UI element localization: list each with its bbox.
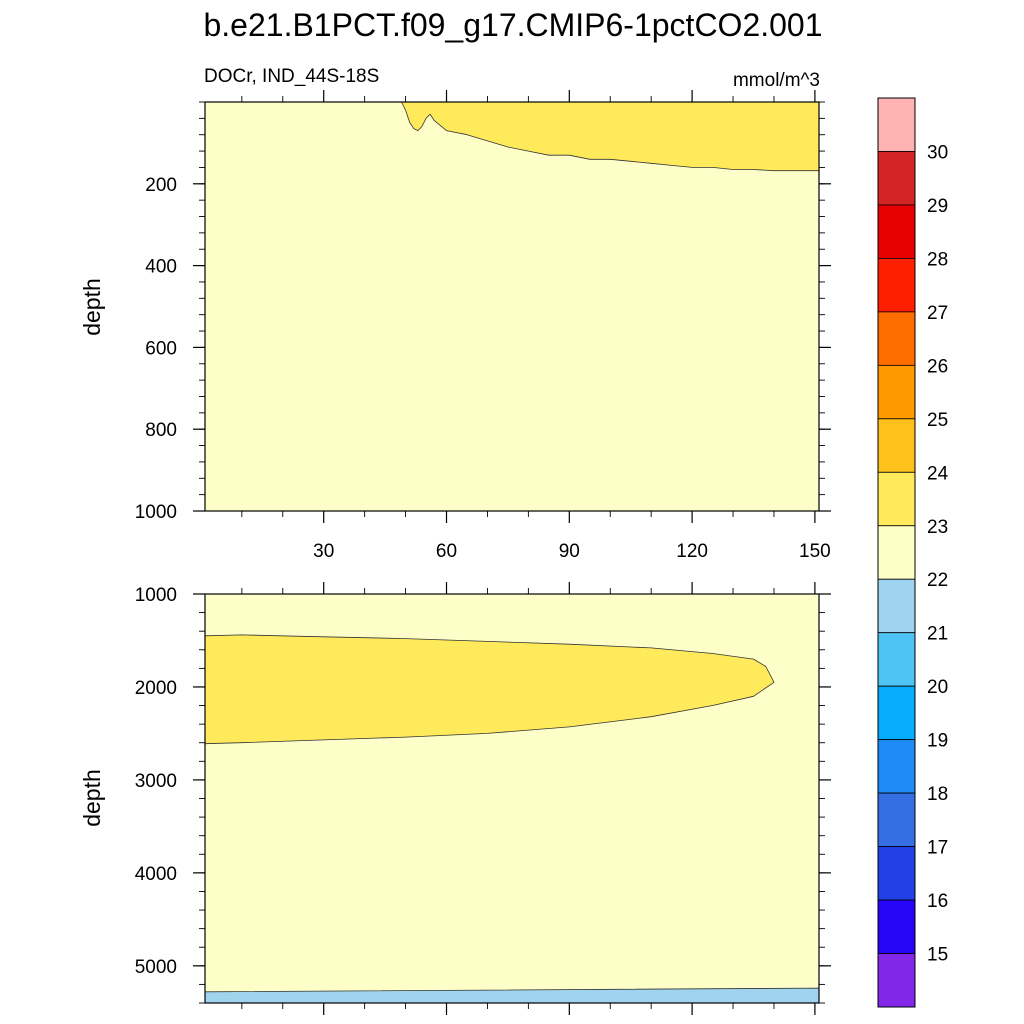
- upper-y-tick-label: 400: [145, 257, 177, 278]
- upper-panel: 200 400 600 800 1000 30 60 90 120 150: [135, 90, 831, 562]
- colorbar: 15 16 17 18 19 20 21 22 23 24 25 26 27 28 29 30: [877, 97, 949, 1008]
- colorbar-swatch: [877, 899, 916, 954]
- colorbar-swatch: [877, 258, 916, 313]
- upper-panel-background: [205, 102, 819, 511]
- lower-y-tick-label: 4000: [135, 864, 177, 885]
- colorbar-swatch: [877, 364, 916, 420]
- colorbar-swatch: [877, 204, 916, 259]
- upper-contour-region-0: [401, 101, 820, 172]
- colorbar-swatch: [877, 151, 916, 206]
- upper-y-axis-label: depth: [79, 278, 105, 336]
- lower-panel: 1000 2000 3000 4000 5000: [135, 582, 831, 1015]
- colorbar-label: 18: [927, 784, 948, 805]
- colorbar-frame: [877, 97, 916, 1008]
- colorbar-label: 30: [927, 142, 948, 163]
- upper-y-tick-label: 1000: [135, 502, 177, 523]
- colorbar-label: 28: [927, 249, 948, 270]
- upper-y-tick-label: 600: [145, 338, 177, 359]
- colorbar-label: 20: [927, 677, 948, 698]
- lower-contour-region-0: [204, 634, 775, 745]
- colorbar-label: 19: [927, 731, 948, 752]
- colorbar-label: 21: [927, 624, 948, 645]
- colorbar-label: 15: [927, 945, 948, 966]
- colorbar-swatch: [877, 525, 916, 580]
- upper-x-tick-label: 30: [313, 541, 334, 562]
- upper-x-tick-label: 60: [436, 541, 457, 562]
- colorbar-label: 24: [927, 463, 949, 484]
- colorbar-swatch: [877, 846, 916, 901]
- colorbar-swatch: [877, 97, 916, 152]
- colorbar-label: 23: [927, 517, 948, 538]
- lower-y-tick-label: 2000: [135, 678, 177, 699]
- colorbar-swatch: [877, 792, 916, 847]
- colorbar-swatch: [877, 311, 916, 366]
- colorbar-label: 26: [927, 356, 948, 377]
- colorbar-swatch: [877, 953, 916, 1008]
- colorbar-swatch: [877, 471, 916, 527]
- colorbar-label: 17: [927, 838, 948, 859]
- lower-y-axis-label: depth: [79, 769, 105, 827]
- colorbar-label: 27: [927, 303, 948, 324]
- panel-subtitle-left: DOCr, IND_44S-18S: [204, 66, 379, 87]
- upper-x-tick-label: 120: [676, 541, 708, 562]
- upper-x-tick-label: 90: [559, 541, 580, 562]
- colorbar-label: 25: [927, 410, 948, 431]
- colorbar-swatch: [877, 739, 916, 794]
- upper-y-tick-label: 800: [145, 420, 177, 441]
- lower-y-tick-label: 1000: [135, 585, 177, 606]
- colorbar-swatch: [877, 418, 916, 473]
- upper-y-tick-label: 200: [145, 175, 177, 196]
- colorbar-swatch: [877, 685, 916, 741]
- upper-plot-frame: [204, 101, 820, 512]
- colorbar-label: 29: [927, 196, 948, 217]
- upper-x-tick-label: 150: [799, 541, 831, 562]
- colorbar-label: 22: [927, 570, 948, 591]
- panel-subtitle-right: mmol/m^3: [733, 70, 820, 91]
- colorbar-swatch: [877, 578, 916, 634]
- colorbar-label: 16: [927, 891, 948, 912]
- figure-title: b.e21.B1PCT.f09_g17.CMIP6-1pctCO2.001: [203, 7, 822, 43]
- lower-y-tick-label: 3000: [135, 771, 177, 792]
- colorbar-swatch: [877, 632, 916, 687]
- lower-y-tick-label: 5000: [135, 957, 177, 978]
